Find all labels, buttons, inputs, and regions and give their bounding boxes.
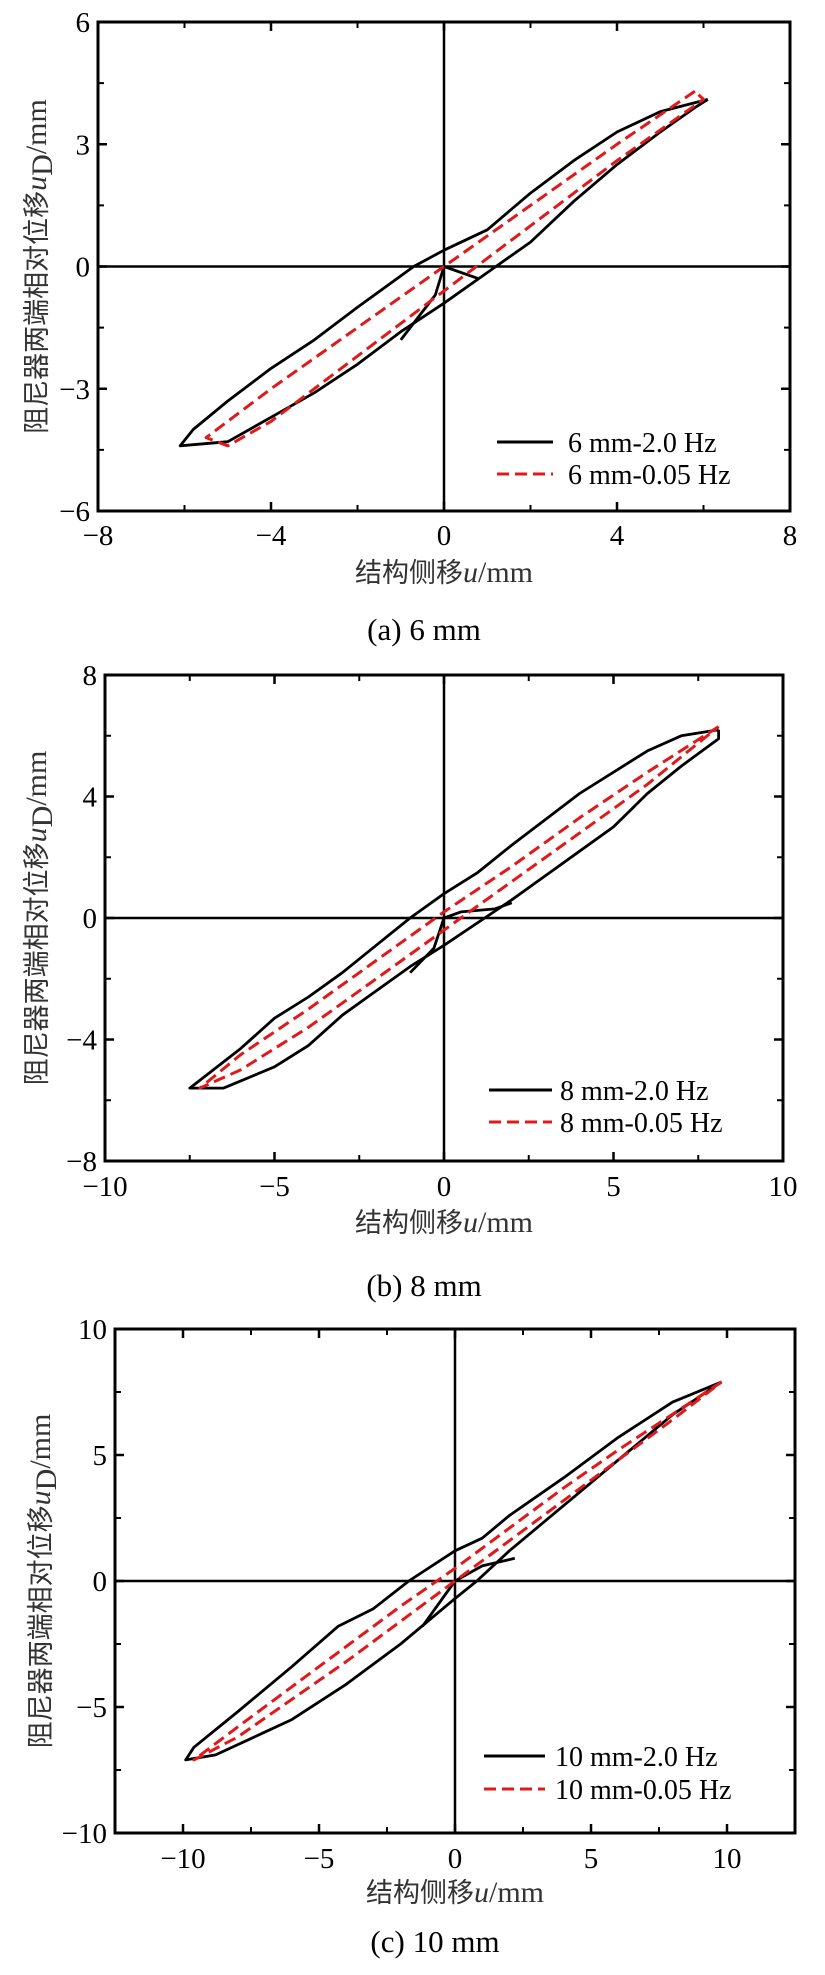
series-line [204,90,705,448]
panel-caption: (c) 10 mm [370,1924,499,1959]
y-axis-label-text: 阻尼器两端相对位移 [22,842,53,1085]
x-tick-label: −8 [83,520,114,552]
legend-label: 10 mm-2.0 Hz [555,1742,718,1773]
y-tick-label: 0 [83,903,98,935]
series-line [399,265,480,341]
series-dashed-red [192,1380,723,1762]
legend-label: 6 mm-0.05 Hz [568,460,731,491]
series-line [188,728,720,1090]
y-tick-label: −10 [62,1818,107,1850]
series-solid-black [178,98,709,448]
x-tick-label: 0 [448,1843,463,1875]
y-tick-label: −5 [76,1692,107,1724]
x-axis-label-text: 结构侧移 [355,558,463,589]
x-axis-label-variable: u [463,1206,478,1239]
x-axis-label-unit: /mm [478,556,533,589]
series-line [421,1556,516,1628]
y-axis-label-unit: /mm [20,751,53,806]
panel-caption: (a) 6 mm [367,612,481,647]
x-tick-label: −10 [82,1171,127,1203]
legend-label: 8 mm-2.0 Hz [560,1076,709,1107]
y-tick-label: 5 [93,1440,108,1472]
y-axis-label-text: 阻尼器两端相对位移 [22,191,53,434]
x-tick-label: −5 [259,1171,290,1203]
y-tick-label: 6 [76,7,91,39]
y-tick-label: 3 [76,129,91,161]
series-dashed-red [198,725,720,1090]
series-line [192,1380,723,1762]
x-tick-label: 10 [769,1171,798,1203]
x-axis-label-unit: /mm [489,1876,544,1909]
chart-panel-0: −8 −4 0 4 8 −6 −3 0 3 6 6 mm-2.0 Hz6 mm-0.05 Hz 结构侧… [20,7,797,647]
y-axis-label-unit: /mm [20,99,53,154]
x-axis-label: 结构侧移u/mm [355,1206,533,1239]
x-axis-label-text: 结构侧移 [366,1878,474,1909]
series-line [409,901,513,974]
y-axis-label-subscript: D [26,806,59,828]
series-line [184,1380,723,1762]
y-tick-label: 8 [83,660,98,692]
y-axis-label-unit: /mm [24,1414,57,1469]
y-tick-label: 10 [78,1314,107,1346]
x-tick-label: 8 [783,520,798,552]
y-tick-label: −8 [66,1146,97,1178]
x-axis-label-variable: u [474,1876,489,1909]
series-solid-black [188,728,720,1090]
y-tick-label: 4 [83,782,98,814]
y-tick-label: 0 [93,1566,108,1598]
y-tick-label: −3 [59,374,90,406]
y-axis-label: 阻尼器两端相对位移uD/mm [20,99,59,434]
x-tick-label: 10 [713,1843,742,1875]
series-dashed-red [204,90,705,448]
y-tick-label: −4 [66,1025,97,1057]
legend-label: 10 mm-0.05 Hz [555,1775,732,1806]
y-tick-label: −6 [59,496,90,528]
x-axis-label: 结构侧移u/mm [355,556,533,589]
y-axis-label: 阻尼器两端相对位移uD/mm [20,751,59,1086]
y-axis-label-variable: u [24,1490,57,1505]
x-axis-label-text: 结构侧移 [355,1208,463,1239]
x-tick-label: 5 [606,1171,621,1203]
panel-caption: (b) 8 mm [366,1268,481,1303]
x-tick-label: −5 [304,1843,335,1875]
x-axis-label-unit: /mm [478,1206,533,1239]
y-axis-label-variable: u [20,827,53,842]
legend-label: 6 mm-2.0 Hz [568,428,717,459]
y-axis-label-variable: u [20,176,53,191]
x-axis-label-variable: u [463,556,478,589]
x-tick-label: −10 [160,1843,205,1875]
x-tick-label: 5 [584,1843,599,1875]
x-tick-label: 0 [437,1171,452,1203]
y-axis-label-subscript: D [26,154,59,176]
series-line [178,98,709,448]
y-axis-label-subscript: D [30,1469,63,1491]
y-tick-label: 0 [76,252,91,284]
chart-panel-1: −10 −5 0 5 10 −8 −4 0 4 8 8 mm-2.0 Hz8 mm-0.05 Hz 结… [20,660,798,1303]
x-tick-label: 0 [437,520,452,552]
y-axis-label: 阻尼器两端相对位移uD/mm [24,1414,63,1749]
x-axis-label: 结构侧移u/mm [366,1876,544,1909]
series-line [198,725,720,1090]
x-tick-label: −4 [256,520,287,552]
series-solid-black [184,1380,723,1762]
y-axis-label-text: 阻尼器两端相对位移 [26,1505,57,1748]
legend-label: 8 mm-0.05 Hz [560,1108,723,1139]
x-tick-label: 4 [610,520,625,552]
